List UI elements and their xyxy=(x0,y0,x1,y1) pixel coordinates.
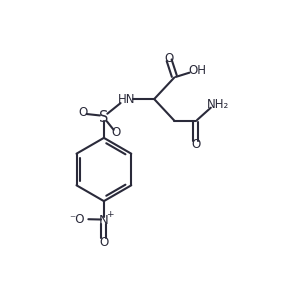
Text: S: S xyxy=(99,110,108,125)
Text: NH₂: NH₂ xyxy=(207,98,229,111)
Text: N: N xyxy=(99,214,109,227)
Text: ⁻O: ⁻O xyxy=(70,213,85,226)
Text: HN: HN xyxy=(118,93,136,105)
Text: O: O xyxy=(111,126,121,139)
Text: O: O xyxy=(191,138,201,151)
Text: +: + xyxy=(106,210,113,219)
Text: OH: OH xyxy=(188,64,206,77)
Text: O: O xyxy=(165,52,174,65)
Text: O: O xyxy=(78,106,88,119)
Text: O: O xyxy=(99,236,108,249)
